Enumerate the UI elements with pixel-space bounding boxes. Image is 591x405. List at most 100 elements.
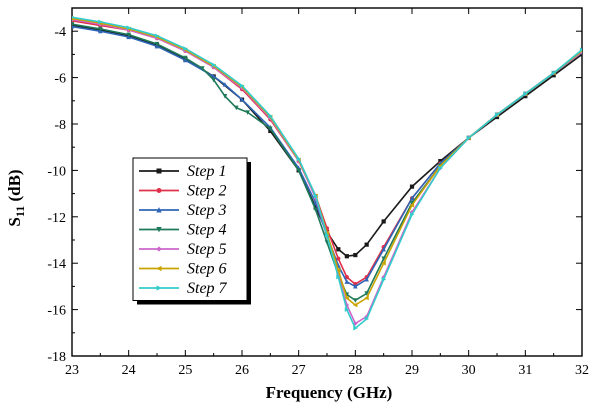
data-point [381,219,386,224]
data-point [344,307,350,312]
data-point [364,242,369,247]
y-tick-label: -12 [47,211,66,226]
data-point [324,233,330,238]
y-tick-label: -10 [47,164,66,179]
legend-entry: Step 6 [139,261,227,278]
data-point [364,316,370,322]
data-point [336,274,341,280]
legend-entry: Step 3 [139,202,227,219]
legend-entry: Step 1 [139,163,227,180]
legend-label: Step 2 [187,183,227,200]
y-axis-title-subscript: 11 [13,206,27,217]
data-point [239,97,245,102]
x-axis: 23 24 25 26 27 28 29 30 31 32 [65,8,589,378]
data-point [72,23,75,28]
y-tick-label: -18 [47,350,66,365]
legend-label: Step 6 [187,261,227,278]
x-tick-label: 28 [348,363,362,378]
data-point [551,70,557,76]
data-point [211,62,217,68]
data-point [72,22,75,27]
data-point [381,260,386,266]
x-tick-label: 25 [178,363,192,378]
data-point [211,77,216,83]
x-tick-label: 30 [462,363,476,378]
data-point [200,66,205,71]
data-point [268,113,273,119]
legend-marker [156,246,162,252]
data-point [381,246,386,252]
data-point [234,105,239,111]
data-point [523,91,528,97]
legend-entry: Step 5 [139,241,227,258]
x-tick-label: 27 [292,363,306,378]
plot-area [71,7,583,357]
x-tick-label: 29 [405,363,419,378]
legend-label: Step 5 [187,241,227,258]
data-point [335,267,341,273]
legend-label: Step 3 [187,202,227,219]
data-point [438,165,443,171]
data-point [344,295,349,301]
legend-label: Step 1 [187,163,227,180]
data-point [409,184,415,189]
y-tick-label: -14 [47,257,66,272]
x-tick-label: 24 [122,363,136,378]
y-axis-title: S11 (dB) [5,169,27,226]
legend-marker [156,188,162,194]
series-7 [72,16,582,331]
data-point [313,207,318,213]
data-point [466,135,472,141]
x-tick-label: 26 [235,363,249,378]
y-axis-title-unit: (dB) [5,169,24,205]
data-point [296,156,302,162]
data-point [353,252,358,258]
data-point [364,295,369,301]
data-point [579,47,582,53]
data-point [494,112,500,118]
data-point [381,277,387,282]
data-point [352,302,358,308]
legend-label: Step 4 [187,222,227,239]
legend-entry: Step 2 [139,183,227,200]
y-tick-label: -16 [47,304,66,319]
data-point [72,16,75,19]
data-point [183,55,188,61]
data-point [126,25,132,31]
data-point [353,321,358,326]
data-point [222,82,228,87]
y-axis-title-main: S [5,217,24,226]
data-point [98,19,103,25]
legend-marker [156,207,162,213]
legend-entry: Step 7 [139,280,228,297]
y-tick-label: -6 [54,72,66,87]
data-point [353,298,358,303]
data-point [268,126,273,132]
x-tick-label: 23 [65,363,79,378]
legend-marker [156,168,162,174]
data-point [154,33,160,39]
data-point [381,256,386,262]
data-point [98,26,103,32]
x-tick-label: 32 [575,363,589,378]
legend-marker [156,265,162,272]
data-point [239,83,245,89]
data-point [336,247,341,252]
data-point [409,195,415,201]
legend: Step 1 Step 2 Step 3 Step 4 Step 5 Step 6 Step… [132,157,251,305]
data-point [222,94,228,99]
data-point [336,256,341,261]
x-axis-title: Frequency (GHz) [266,383,393,402]
legend-label: Step 7 [187,280,228,297]
data-point [353,283,358,289]
legend-entry: Step 4 [139,222,227,239]
x-tick-label: 31 [518,363,532,378]
data-point [126,32,131,38]
data-point [344,279,350,284]
data-point [313,193,319,199]
legend-marker [156,227,162,233]
data-point [154,41,160,47]
data-point [344,254,349,259]
data-point [183,46,188,51]
